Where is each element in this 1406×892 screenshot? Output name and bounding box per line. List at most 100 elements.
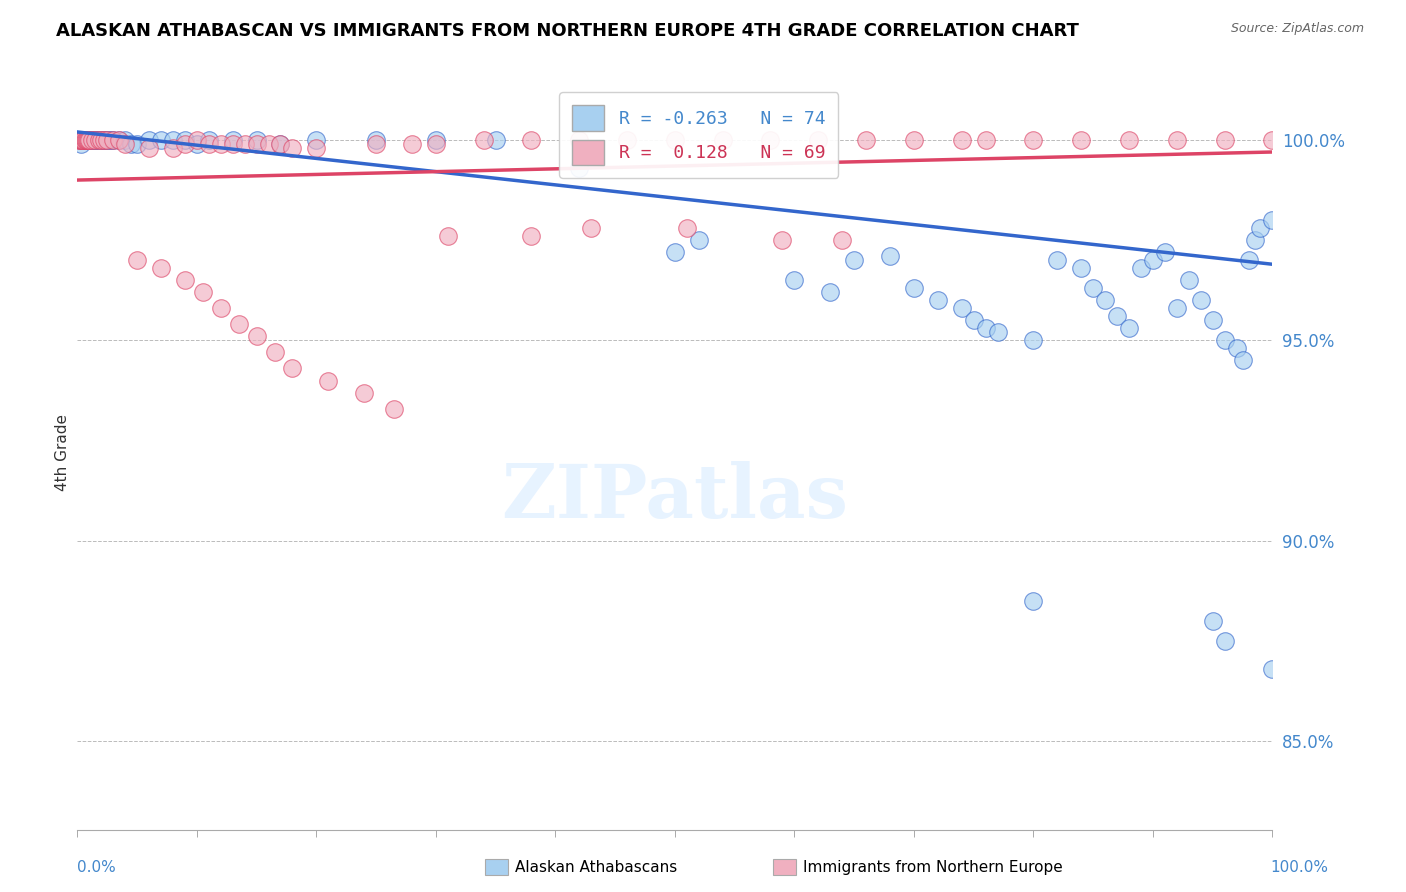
Point (844, 253, 866, 268)
Point (75, 133, 97, 147)
Point (1118, 321, 1140, 335)
Point (484, 133, 508, 147)
Point (90, 133, 112, 147)
Point (472, 133, 495, 147)
Point (783, 273, 806, 287)
Point (82, 133, 104, 147)
Point (87, 133, 110, 147)
Point (963, 313, 986, 327)
Point (222, 133, 245, 147)
Point (281, 141, 304, 155)
Point (1070, 133, 1092, 147)
Point (70, 133, 93, 147)
Point (855, 133, 877, 147)
Point (79, 133, 101, 147)
Point (1261, 662, 1284, 676)
Point (70, 133, 93, 147)
Point (186, 133, 208, 147)
Point (676, 221, 699, 235)
Point (186, 136, 208, 151)
Point (1046, 253, 1069, 268)
Point (162, 133, 184, 147)
Point (209, 301, 232, 316)
Point (67, 133, 90, 147)
Point (191, 285, 214, 300)
Point (162, 141, 184, 155)
Point (127, 136, 149, 151)
Point (1166, 301, 1188, 316)
Text: ZIPatlas: ZIPatlas (502, 461, 848, 534)
Point (174, 136, 197, 151)
Point (366, 136, 388, 151)
Point (950, 301, 973, 316)
Point (711, 133, 734, 147)
Point (174, 273, 197, 287)
Point (263, 345, 285, 359)
Point (75, 133, 97, 147)
Point (366, 133, 388, 147)
Point (222, 136, 245, 151)
Text: ALASKAN ATHABASCAN VS IMMIGRANTS FROM NORTHERN EUROPE 4TH GRADE CORRELATION CHAR: ALASKAN ATHABASCAN VS IMMIGRANTS FROM NO… (56, 22, 1080, 40)
Point (903, 281, 925, 295)
Point (1213, 133, 1236, 147)
Point (103, 133, 124, 147)
Point (86, 133, 108, 147)
Point (1022, 133, 1045, 147)
Point (382, 401, 405, 416)
Point (437, 229, 460, 244)
Point (69, 133, 91, 147)
Point (84, 133, 107, 147)
Point (759, 133, 782, 147)
Point (974, 133, 997, 147)
Point (1142, 253, 1164, 268)
Point (150, 261, 173, 276)
Point (1226, 342, 1249, 356)
Point (1166, 133, 1188, 147)
Point (1130, 261, 1153, 276)
Point (246, 329, 269, 343)
Text: 0.0%: 0.0% (77, 860, 117, 874)
Point (84, 133, 107, 147)
Point (425, 136, 447, 151)
Point (76, 133, 98, 147)
Point (831, 233, 853, 247)
Point (425, 133, 447, 147)
Point (950, 133, 973, 147)
Point (197, 136, 219, 151)
Point (807, 133, 830, 147)
Point (87, 133, 110, 147)
Point (80, 133, 103, 147)
Point (70, 133, 93, 147)
Point (114, 133, 136, 147)
Point (772, 233, 794, 247)
Point (1154, 245, 1177, 260)
Point (72, 133, 94, 147)
Point (1261, 133, 1284, 147)
Point (228, 318, 250, 332)
Point (127, 253, 149, 268)
Point (93, 133, 115, 147)
Point (79, 133, 101, 147)
Point (1232, 353, 1254, 368)
Point (150, 133, 173, 147)
Point (76, 133, 98, 147)
Point (72, 133, 94, 147)
Point (70, 136, 93, 151)
Point (1178, 273, 1201, 287)
Point (664, 133, 686, 147)
Point (1094, 293, 1116, 308)
Point (1201, 614, 1223, 628)
Y-axis label: 4th Grade: 4th Grade (55, 414, 70, 491)
Point (581, 221, 603, 235)
Point (270, 136, 292, 151)
Point (688, 233, 710, 247)
Point (568, 133, 591, 147)
Point (100, 133, 122, 147)
Point (1107, 310, 1129, 324)
Point (138, 133, 160, 147)
Point (664, 245, 686, 260)
Point (93, 133, 115, 147)
Point (97, 133, 120, 147)
Point (520, 133, 543, 147)
Point (209, 136, 232, 151)
